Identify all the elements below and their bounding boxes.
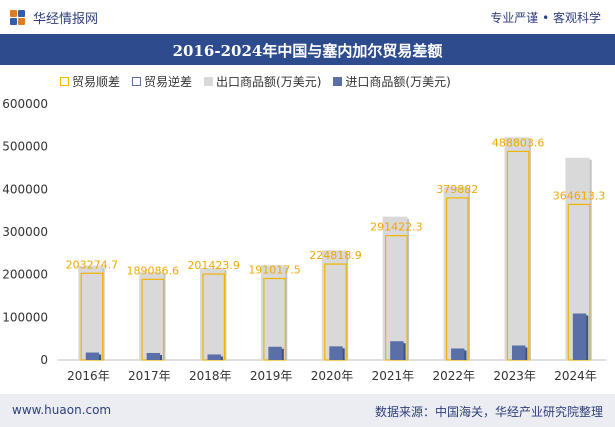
export-bar <box>504 137 529 360</box>
import-bar <box>146 352 161 360</box>
x-tick-label: 2022年 <box>433 369 476 383</box>
legend-label-import: 进口商品额(万美元) <box>345 74 451 89</box>
x-tick-label: 2016年 <box>67 369 110 383</box>
brand-name: 华经情报网 <box>33 12 99 27</box>
export-bar <box>443 186 468 360</box>
surplus-value-label: 203274.7 <box>66 258 119 271</box>
legend-swatch-deficit <box>132 76 142 86</box>
import-bar <box>451 348 465 360</box>
y-tick-label: 0 <box>40 353 48 367</box>
legend-label-deficit: 贸易逆差 <box>144 74 193 89</box>
y-tick-label: 200000 <box>2 268 48 282</box>
x-tick-label: 2023年 <box>493 369 536 383</box>
y-tick-label: 100000 <box>2 310 48 324</box>
legend-item-import: 进口商品额(万美元) <box>333 73 451 90</box>
export-bar <box>78 265 103 360</box>
import-bar <box>85 352 100 360</box>
export-bar <box>200 267 225 360</box>
header-bar: 华经情报网 专业严谨 • 客观科学 <box>0 0 615 34</box>
footer-website: www.huaon.com <box>12 403 112 417</box>
surplus-value-label: 201423.9 <box>187 259 240 272</box>
legend-swatch-import <box>333 76 343 86</box>
import-bar <box>329 346 343 360</box>
surplus-value-label: 224818.9 <box>309 249 362 262</box>
chart-legend: 贸易顺差 贸易逆差 出口商品额(万美元) 进口商品额(万美元) <box>60 72 463 90</box>
surplus-value-label: 189086.6 <box>127 264 180 277</box>
chart-plot: 0 100000 200000 300000 400000 500000 600000 203… <box>2 97 606 383</box>
import-bar <box>268 346 282 360</box>
chart-title: 2016-2024年中国与塞内加尔贸易差额 <box>172 42 443 60</box>
import-bar <box>207 354 221 360</box>
x-tick-label: 2020年 <box>311 369 354 383</box>
surplus-value-label: 488803.6 <box>492 136 545 149</box>
surplus-value-label: 191017.5 <box>248 263 301 276</box>
legend-item-deficit: 贸易逆差 <box>132 73 192 90</box>
import-bar <box>390 341 404 360</box>
title-bar: 2016-2024年中国与塞内加尔贸易差额 <box>0 34 615 65</box>
surplus-value-label: 364613.3 <box>553 189 606 202</box>
export-bar <box>260 265 286 360</box>
footer-source: 数据来源：中国海关，华经产业研究院整理 <box>374 405 603 419</box>
export-bar <box>139 272 164 360</box>
legend-item-export: 出口商品额(万美元) <box>204 73 321 90</box>
header-tagline: 专业严谨 • 客观科学 <box>490 11 601 25</box>
y-tick-label: 500000 <box>2 140 48 154</box>
x-tick-label: 2018年 <box>189 369 232 383</box>
legend-label-surplus: 贸易顺差 <box>72 74 121 89</box>
brand-logo-icon <box>10 9 28 26</box>
legend-label-export: 出口商品额(万美元) <box>216 74 322 89</box>
y-tick-label: 300000 <box>2 225 48 239</box>
legend-swatch-export <box>204 76 214 86</box>
legend-item-surplus: 贸易顺差 <box>60 73 120 90</box>
x-tick-label: 2017年 <box>128 369 171 383</box>
x-tick-label: 2021年 <box>372 369 415 383</box>
x-tick-label: 2024年 <box>554 369 597 383</box>
footer-bar: www.huaon.com 数据来源：中国海关，华经产业研究院整理 <box>0 394 615 427</box>
y-tick-label: 400000 <box>2 182 48 196</box>
import-bar <box>511 345 526 360</box>
surplus-value-label: 379882 <box>436 183 478 196</box>
legend-swatch-surplus <box>60 76 69 86</box>
export-bar <box>321 250 347 360</box>
brand: 华经情报网 <box>10 8 98 27</box>
export-bar <box>382 216 408 360</box>
import-bar <box>572 313 587 360</box>
y-tick-label: 600000 <box>2 97 48 111</box>
x-tick-label: 2019年 <box>250 369 293 383</box>
surplus-value-label: 291422.3 <box>370 221 423 234</box>
